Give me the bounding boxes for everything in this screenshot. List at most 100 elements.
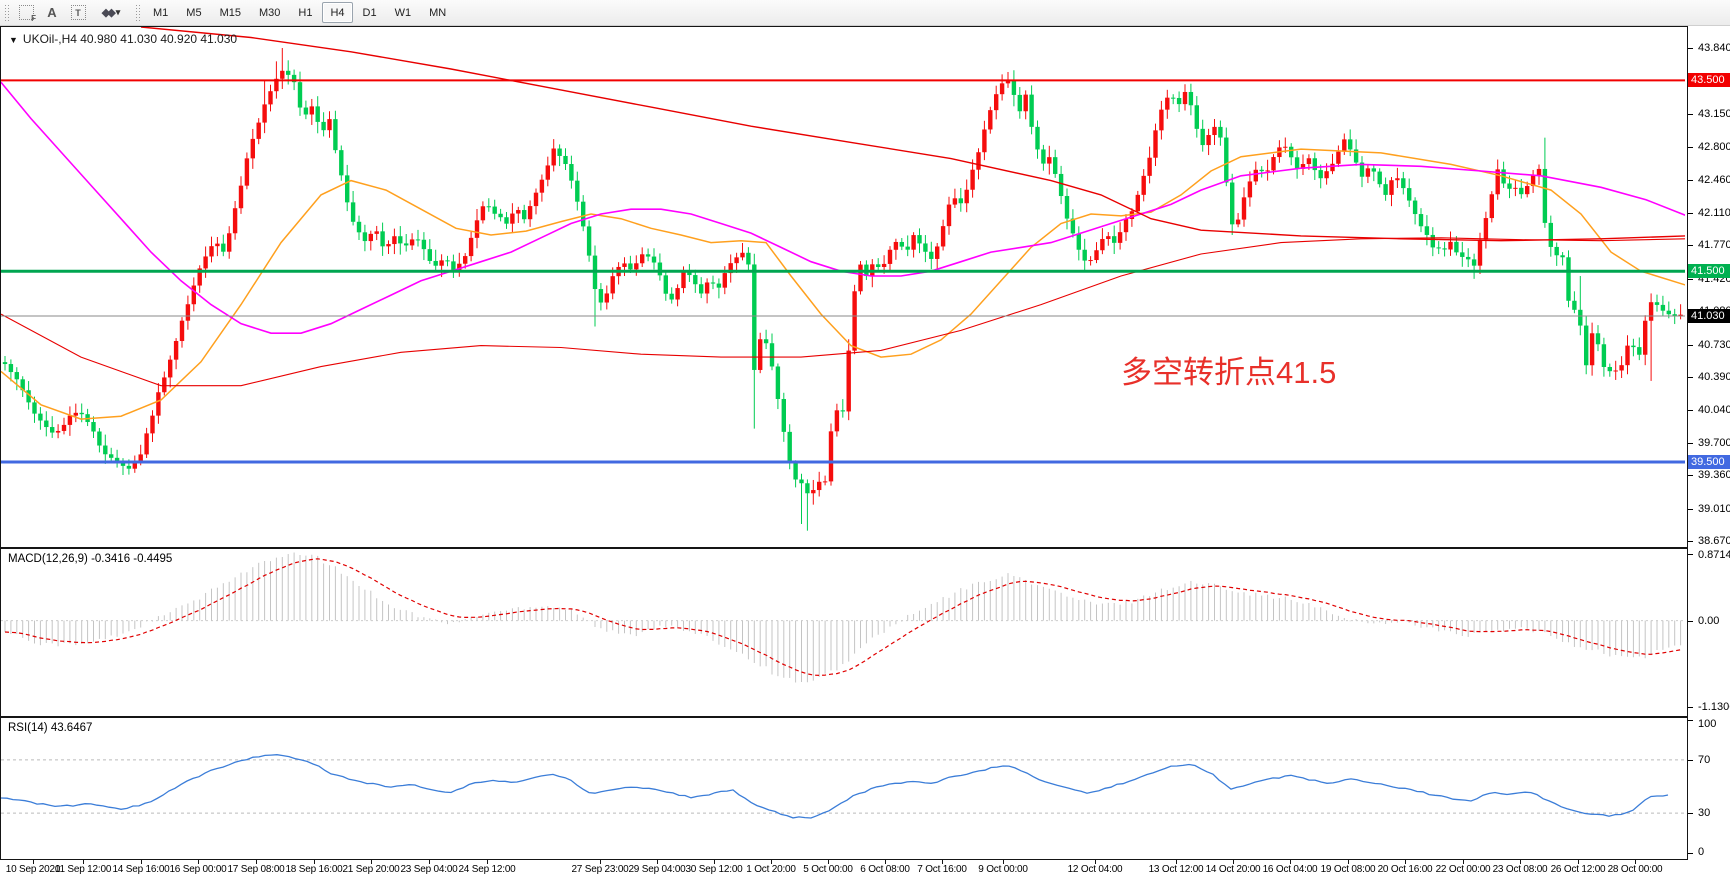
- axis-tick: [1688, 47, 1693, 49]
- timeframe-button-m5[interactable]: M5: [186, 6, 202, 19]
- time-tick-label: 21 Sep 20:00: [342, 864, 400, 875]
- timeframe-button-h4[interactable]: H4: [322, 2, 353, 23]
- time-tick-label: 22 Oct 00:00: [1435, 864, 1491, 875]
- time-tick-label: 1 Oct 20:00: [746, 864, 796, 875]
- time-tick: [828, 860, 829, 864]
- timeframe-button-mn[interactable]: MN: [429, 6, 447, 19]
- price-tick-label: 38.670: [1698, 535, 1730, 548]
- macd-label: MACD(12,26,9) -0.3416 -0.4495: [8, 553, 173, 565]
- time-tick: [1003, 860, 1004, 864]
- template-grid-label: F: [31, 14, 36, 23]
- time-tick-label: 23 Oct 08:00: [1492, 864, 1548, 875]
- candlestick-chart[interactable]: [1, 27, 1685, 545]
- rsi-panel[interactable]: RSI(14) 43.6467 100 70 30 0: [0, 717, 1716, 861]
- axis-tick: [1688, 813, 1693, 815]
- price-tick-label: 43.150: [1698, 107, 1730, 120]
- rsi-chart: [1, 754, 1685, 819]
- shapes-tool-icon[interactable]: ◆◆ ▾: [101, 7, 121, 19]
- symbol-header: ▼ UKOil-,H4 40.980 41.030 40.920 41.030: [9, 32, 237, 46]
- axis-tick: [1688, 410, 1693, 412]
- time-tick-label: 20 Oct 16:00: [1377, 864, 1433, 875]
- time-tick: [1635, 860, 1636, 864]
- price-tick-label: 42.460: [1698, 173, 1730, 186]
- symbol-ohlc-text: UKOil-,H4 40.980 41.030 40.920 41.030: [22, 32, 238, 46]
- time-tick-label: 10 Sep 2020: [5, 864, 61, 875]
- time-tick-label: 18 Sep 16:00: [285, 864, 343, 875]
- time-tick: [885, 860, 886, 864]
- time-tick-label: 11 Sep 12:00: [54, 864, 112, 875]
- price-tick-label: 39.360: [1698, 469, 1730, 482]
- price-tick-label: 40.040: [1698, 404, 1730, 417]
- time-tick: [1463, 860, 1464, 864]
- toolbar: F A T ◆◆ ▾ M1 M5 M15 M30 H1 H4 D1 W1 MN: [0, 0, 1730, 26]
- time-tick: [1176, 860, 1177, 864]
- toolbar-grip[interactable]: [135, 3, 140, 22]
- timeframe-button-m1[interactable]: M1: [153, 6, 169, 19]
- time-tick: [33, 860, 34, 864]
- axis-tick: [1688, 377, 1693, 379]
- time-tick-label: 7 Oct 16:00: [917, 864, 967, 875]
- chart-annotation: 多空转折点41.5: [1121, 355, 1337, 390]
- time-tick-label: 24 Sep 12:00: [458, 864, 516, 875]
- timeframe-button-m30[interactable]: M30: [258, 6, 281, 19]
- time-tick: [198, 860, 199, 864]
- price-tick-label: 40.390: [1698, 371, 1730, 384]
- rsi-tick-label: 30: [1698, 807, 1711, 820]
- time-tick-label: 5 Oct 00:00: [803, 864, 853, 875]
- time-tick: [256, 860, 257, 864]
- time-tick: [1578, 860, 1579, 864]
- time-tick: [771, 860, 772, 864]
- axis-tick: [1688, 508, 1693, 510]
- time-tick-label: 16 Sep 00:00: [169, 864, 227, 875]
- axis-tick: [1688, 707, 1693, 708]
- time-tick: [1348, 860, 1349, 864]
- time-tick-label: 9 Oct 00:00: [978, 864, 1028, 875]
- timeframe-button-w1[interactable]: W1: [394, 6, 412, 19]
- time-tick: [657, 860, 658, 864]
- macd-chart: [1, 552, 1685, 683]
- rsi-tick-label: 70: [1698, 753, 1711, 766]
- axis-tick: [1688, 475, 1693, 477]
- axis-tick: [1688, 278, 1693, 280]
- axis-tick: [1688, 442, 1693, 444]
- time-tick: [429, 860, 430, 864]
- price-tick-label: 42.800: [1698, 141, 1730, 154]
- axis-tick: [1688, 213, 1693, 215]
- time-tick-label: 16 Oct 04:00: [1262, 864, 1318, 875]
- time-tick: [1405, 860, 1406, 864]
- time-tick: [714, 860, 715, 864]
- time-tick-label: 6 Oct 08:00: [860, 864, 910, 875]
- timeframe-button-m15[interactable]: M15: [219, 6, 241, 19]
- time-tick: [1233, 860, 1234, 864]
- axis-tick: [1688, 113, 1693, 115]
- chevron-down-icon: ▼: [9, 35, 18, 45]
- axis-tick: [1688, 553, 1693, 555]
- macd-panel[interactable]: MACD(12,26,9) -0.3416 -0.4495 0.8714 0.00…: [0, 548, 1730, 717]
- price-tick-label: 42.110: [1698, 207, 1730, 220]
- timeframe-button-d1[interactable]: D1: [362, 6, 377, 19]
- timeframe-button-h1[interactable]: H1: [298, 6, 313, 19]
- time-tick-label: 17 Sep 08:00: [227, 864, 285, 875]
- time-tick-label: 28 Oct 00:00: [1607, 864, 1663, 875]
- axis-tick: [1688, 344, 1693, 346]
- main-chart-panel[interactable]: ▼ UKOil-,H4 40.980 41.030 40.920 41.030 多…: [0, 26, 1730, 548]
- time-axis[interactable]: 10 Sep 2020 11 Sep 12:00 14 Sep 16:00 16 Se…: [0, 859, 1688, 891]
- axis-tick: [1688, 620, 1693, 622]
- time-tick: [487, 860, 488, 864]
- time-tick: [600, 860, 601, 864]
- toolbar-grip[interactable]: [4, 3, 9, 22]
- time-tick: [1290, 860, 1291, 864]
- price-badge: 41.500: [1688, 264, 1730, 279]
- macd-tick-label: -1.1306: [1698, 701, 1730, 713]
- macd-tick-label: 0.00: [1698, 614, 1720, 627]
- time-tick-label: 14 Oct 20:00: [1205, 864, 1261, 875]
- chevron-down-icon: ▾: [115, 7, 121, 17]
- template-grid-icon[interactable]: F: [13, 1, 39, 24]
- text-tool-icon[interactable]: T: [65, 1, 91, 24]
- time-tick-label: 27 Sep 23:00: [571, 864, 629, 875]
- axis-tick: [1688, 853, 1693, 855]
- time-tick: [314, 860, 315, 864]
- time-tick: [1095, 860, 1096, 864]
- label-tool-icon[interactable]: A: [47, 5, 57, 20]
